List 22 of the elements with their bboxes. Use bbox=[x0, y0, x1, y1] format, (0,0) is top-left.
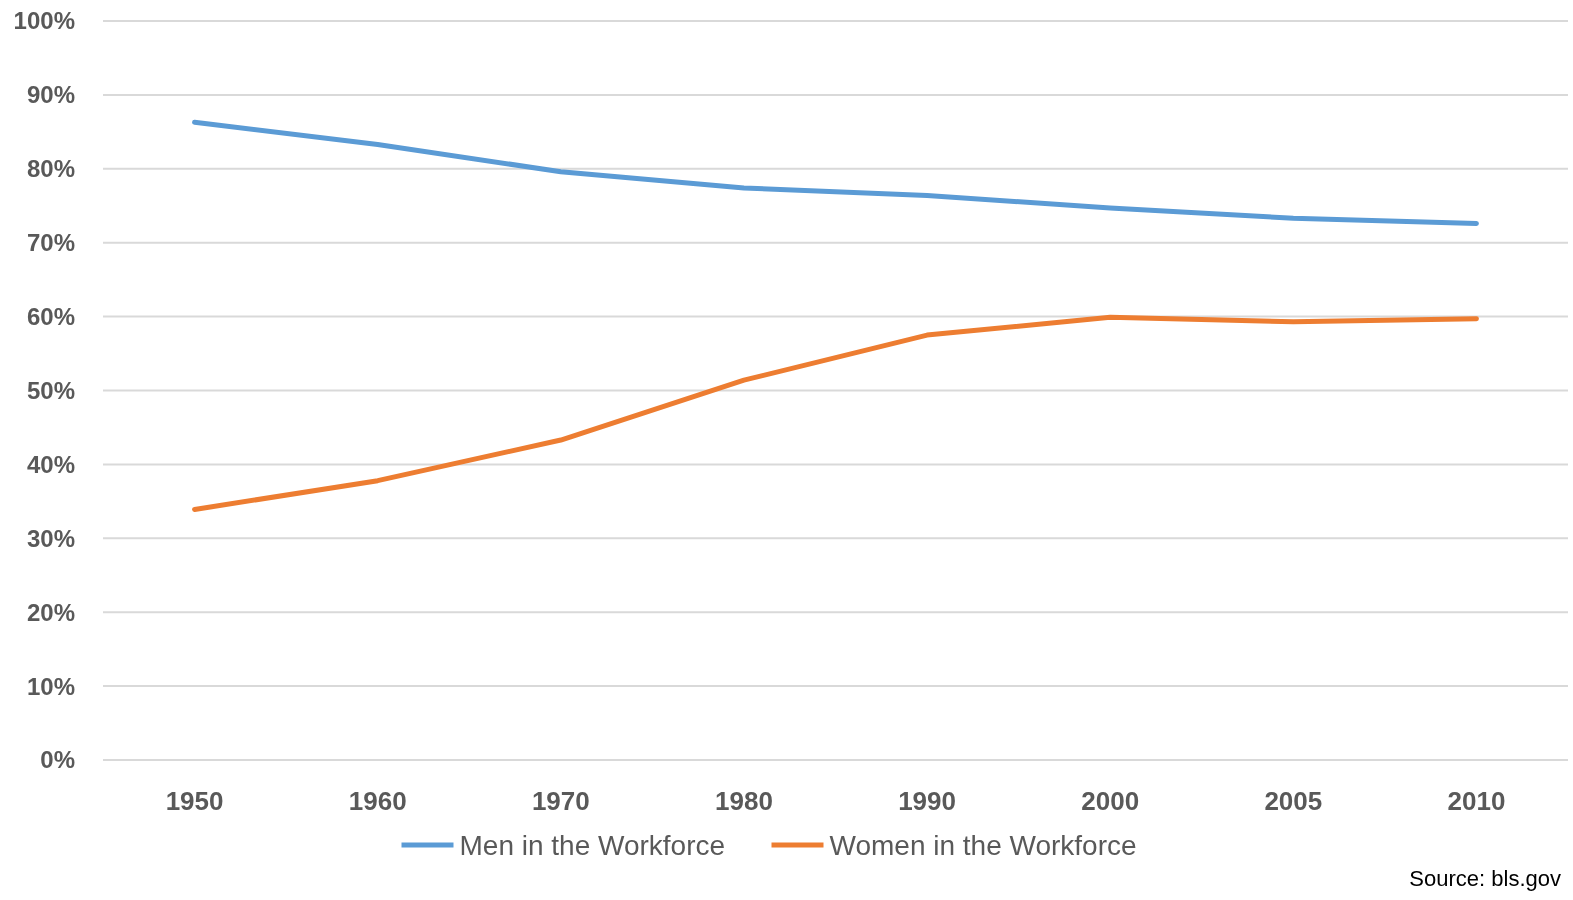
legend-label: Men in the Workforce bbox=[459, 829, 726, 861]
y-tick-label: 20% bbox=[26, 598, 75, 626]
legend-label: Women in the Workforce bbox=[829, 829, 1137, 861]
y-tick-label: 60% bbox=[26, 303, 75, 330]
y-tick-label: 50% bbox=[26, 376, 75, 404]
y-tick-label: 100% bbox=[13, 7, 75, 35]
x-tick-label: 1960 bbox=[348, 786, 407, 816]
x-tick-label: 2000 bbox=[1081, 786, 1140, 816]
y-tick-label: 10% bbox=[26, 672, 75, 700]
y-tick-label: 90% bbox=[26, 81, 75, 109]
y-tick-label: 40% bbox=[26, 450, 75, 478]
y-tick-label: 0% bbox=[40, 746, 75, 774]
x-tick-label: 1970 bbox=[531, 786, 590, 816]
y-tick-label: 30% bbox=[26, 524, 75, 552]
x-tick-label: 1980 bbox=[715, 786, 773, 816]
source-note: Source: bls.gov bbox=[1409, 866, 1561, 891]
x-tick-label: 2005 bbox=[1264, 786, 1323, 816]
y-tick-label: 80% bbox=[26, 155, 75, 183]
x-tick-label: 1950 bbox=[165, 786, 224, 816]
y-tick-label: 70% bbox=[26, 229, 75, 257]
x-tick-label: 1990 bbox=[898, 786, 956, 816]
x-tick-label: 2010 bbox=[1447, 786, 1506, 816]
